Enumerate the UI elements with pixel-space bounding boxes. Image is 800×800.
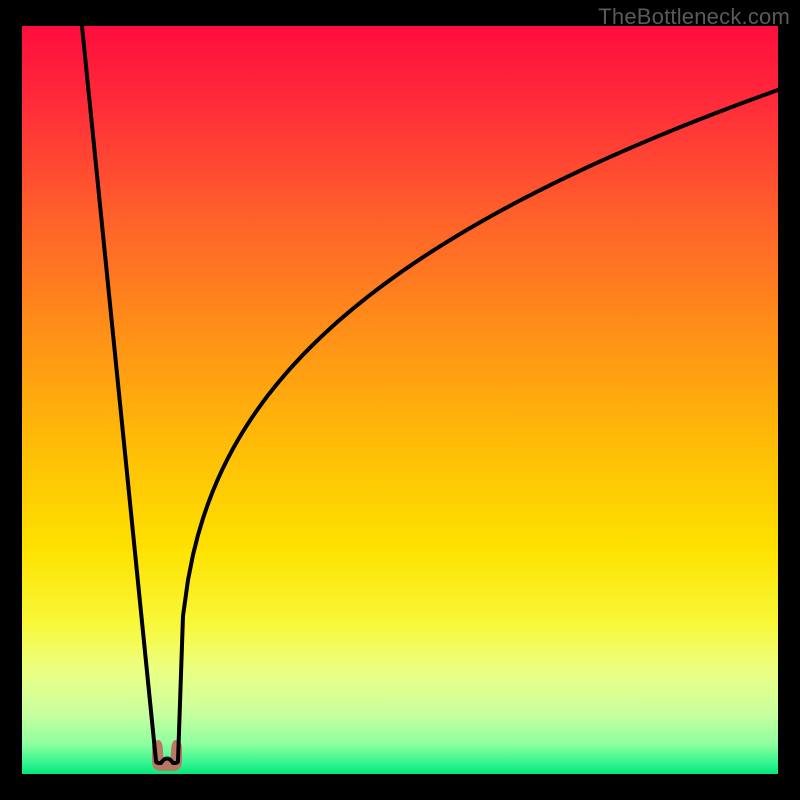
bottleneck-chart [0,0,800,800]
chart-container: TheBottleneck.com [0,0,800,800]
plot-background [22,26,778,774]
